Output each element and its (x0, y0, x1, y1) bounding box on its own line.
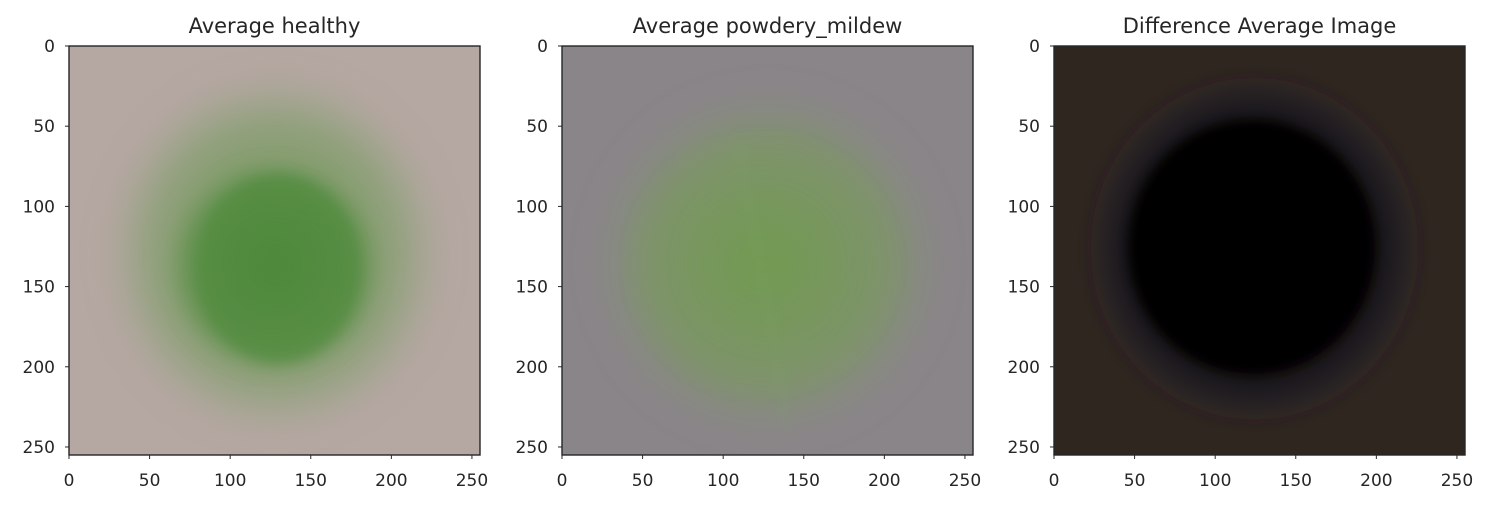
x-tick-label: 150 (788, 471, 820, 491)
axes-frame (1053, 45, 1466, 456)
y-tick-label: 200 (23, 358, 55, 378)
panel-mildew: Average powdery_mildew 0 50 100 150 200 250 0 50… (516, 14, 982, 491)
average-image-healthy (69, 46, 480, 455)
y-tick-label: 0 (537, 37, 548, 57)
x-tick-label: 0 (64, 471, 75, 491)
difference-core (1128, 119, 1375, 374)
y-tick-label: 150 (516, 278, 548, 298)
y-tick-label: 100 (516, 197, 548, 217)
x-tick-label: 200 (868, 471, 900, 491)
x-tick-label: 50 (632, 471, 654, 491)
axes-frame (561, 45, 974, 456)
panel-title: Difference Average Image (1123, 14, 1397, 38)
x-tick-label: 50 (139, 471, 161, 491)
panel-healthy: Average healthy 0 50 100 150 200 250 0 50 100 150 2… (23, 14, 489, 491)
x-tick-label: 100 (214, 471, 246, 491)
y-tick-label: 250 (1008, 438, 1040, 458)
x-tick-label: 100 (707, 471, 739, 491)
y-tick-label: 250 (23, 438, 55, 458)
average-image-difference (1054, 46, 1465, 455)
x-tick-label: 100 (1199, 471, 1231, 491)
axes-frame (68, 45, 481, 456)
x-tick-label: 150 (1280, 471, 1312, 491)
x-tick-label: 0 (557, 471, 568, 491)
leaf-vein (736, 135, 789, 427)
panel-difference: Difference Average Image 0 50 100 150 200 250 0… (1008, 14, 1474, 491)
y-tick-label: 50 (526, 117, 548, 137)
y-tick-label: 50 (33, 117, 55, 137)
y-tick-label: 250 (516, 438, 548, 458)
x-tick-label: 50 (1124, 471, 1146, 491)
y-tick-label: 150 (1008, 278, 1040, 298)
y-tick-label: 100 (23, 197, 55, 217)
x-tick-label: 250 (456, 471, 488, 491)
x-tick-label: 200 (375, 471, 407, 491)
y-tick-label: 150 (23, 278, 55, 298)
y-tick-label: 50 (1018, 117, 1040, 137)
leaf-core-shape (622, 129, 903, 400)
y-tick-label: 0 (44, 37, 55, 57)
y-tick-label: 0 (1029, 37, 1040, 57)
y-tick-label: 200 (1008, 358, 1040, 378)
x-tick-label: 250 (1441, 471, 1473, 491)
x-tick-label: 0 (1049, 471, 1060, 491)
y-tick-label: 100 (1008, 197, 1040, 217)
panel-title: Average powdery_mildew (633, 14, 903, 39)
y-tick-label: 200 (516, 358, 548, 378)
average-image-mildew (562, 46, 973, 455)
panel-title: Average healthy (189, 14, 361, 38)
leaf-center (196, 174, 361, 363)
x-tick-label: 150 (295, 471, 327, 491)
x-tick-label: 250 (949, 471, 981, 491)
x-tick-label: 200 (1360, 471, 1392, 491)
